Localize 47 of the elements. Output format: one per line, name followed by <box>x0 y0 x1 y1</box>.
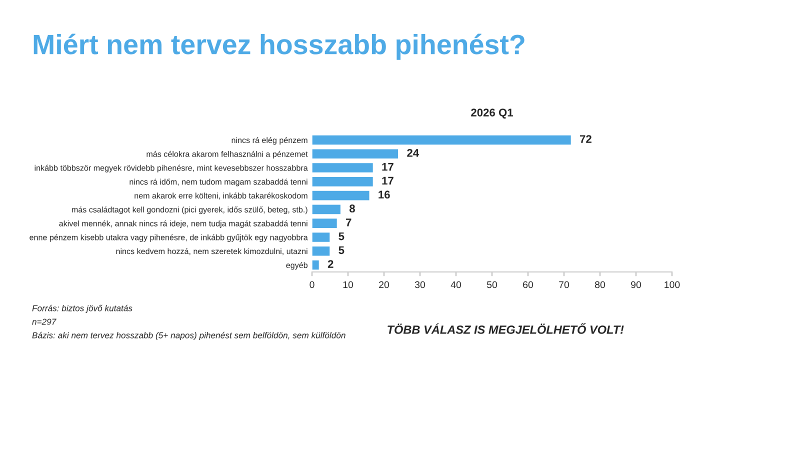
data-label: 2 <box>328 260 334 268</box>
y-tick-label: más célokra akarom felhasználni a pénzemet <box>146 150 308 159</box>
y-tick-label: nem akarok erre költeni, inkább takarékoskodom <box>134 192 308 200</box>
text: Bázis: aki nem tervez hosszabb (5+ napos) pihenést sem belföldön, sem külföldön <box>32 332 346 340</box>
text: TÖBB VÁLASZ IS MEGJELÖLHETŐ VOLT! <box>388 323 624 334</box>
x-tick-label: 0 <box>310 281 314 288</box>
text: Forrás: biztos jövő kutatás <box>32 304 132 313</box>
x-tick-label: 30 <box>414 281 426 288</box>
bar <box>312 246 330 256</box>
bar <box>312 148 399 160</box>
x-tick-label: 10 <box>343 281 354 288</box>
x-tick-label: 90 <box>631 281 642 288</box>
x-tick-label: 50 <box>486 281 498 288</box>
bar <box>312 232 330 243</box>
data-label: 24 <box>407 148 420 157</box>
data-label: 5 <box>338 232 344 240</box>
y-tick-label: egyéb <box>286 262 308 270</box>
x-tick-label: 20 <box>379 281 390 288</box>
y-tick-label: nincs rá elég pénzem <box>232 137 308 145</box>
x-tick-label: 100 <box>664 281 680 288</box>
data-label: 5 <box>338 246 344 254</box>
chart-subtitle: 2026 Q1 <box>471 108 514 119</box>
y-tick-label: más családtagot kell gondozni (pici gyerek, idős szülő, beteg, stb.) <box>72 206 308 214</box>
bar <box>312 190 370 201</box>
bar <box>312 176 374 188</box>
data-label: 7 <box>346 218 352 226</box>
bar <box>312 218 338 229</box>
y-tick-label: nincs rá időm, nem tudom magam szabaddá tenni <box>130 178 308 186</box>
data-label: 16 <box>378 190 390 199</box>
x-tick-label: 80 <box>595 281 606 288</box>
y-tick-label: enne pénzem kisebb utakra vagy pihenésre, de inkább gyűjtök egy nagyobbra <box>30 234 308 242</box>
x-tick-label: 60 <box>523 281 534 288</box>
bar <box>312 204 342 215</box>
y-tick-label: nincs kedvem hozzá, nem szeretek kimozdulni, utazni <box>116 248 308 256</box>
text: n=297 <box>32 318 56 325</box>
y-tick-label: inkább többször megyek rövidebb pihenésre, mint kevesebbszer hosszabbra <box>34 164 308 172</box>
x-tick-label: 40 <box>450 281 462 288</box>
bar <box>312 162 374 174</box>
bar <box>312 134 572 146</box>
data-label: 17 <box>382 176 394 185</box>
y-tick-label: akivel mennék, annak nincs rá ideje, nem tudja magát szabaddá tenni <box>59 220 308 228</box>
x-tick-label: 70 <box>559 281 570 288</box>
data-label: 8 <box>349 204 355 212</box>
bar <box>312 260 320 270</box>
chart-title: Miért nem tervez hosszabb pihenést? <box>34 34 524 60</box>
data-label: 72 <box>580 135 592 143</box>
data-label: 17 <box>382 163 394 171</box>
